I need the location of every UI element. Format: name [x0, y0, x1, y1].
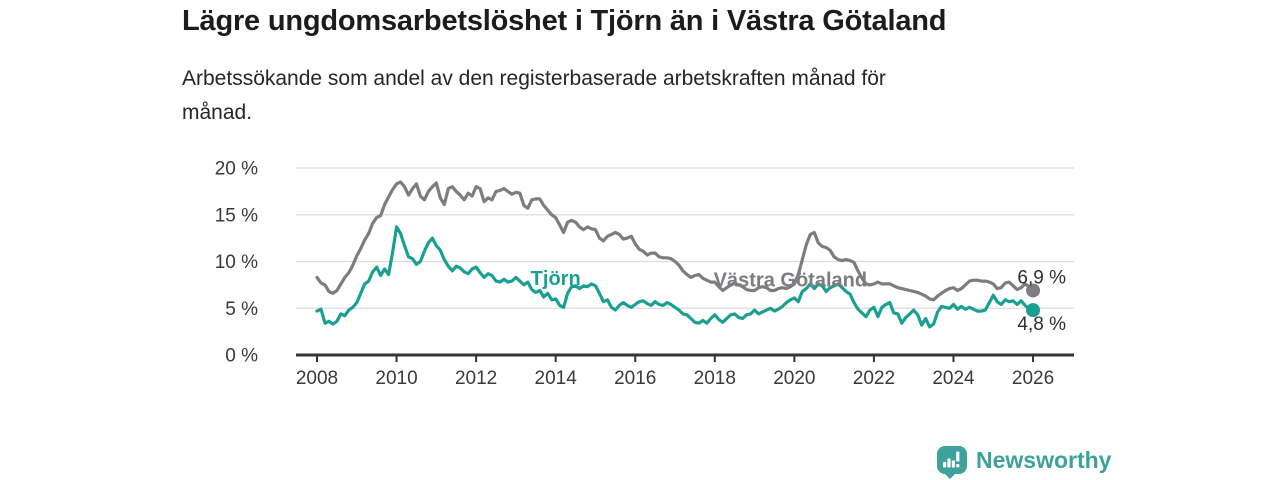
tjorn-end-value-label: 4,8 %: [1017, 314, 1066, 335]
vastra-gotaland-series-label: Västra Götaland: [714, 270, 867, 292]
y-tick-label: 20 %: [215, 159, 258, 180]
y-tick-label: 10 %: [215, 252, 258, 273]
chart-subtitle: Arbetssökande som andel av den registerb…: [182, 67, 886, 124]
tjorn-line: [315, 225, 1035, 329]
newsworthy-logo-icon: [937, 446, 967, 479]
x-tick-label: 2012: [455, 368, 497, 389]
vastra-gotaland-line: [315, 180, 1035, 302]
y-tick-label: 15 %: [215, 205, 258, 226]
x-tick-label: 2022: [853, 368, 895, 389]
chart-title: Lägre ungdomsarbetslöshet i Tjörn än i V…: [182, 5, 947, 37]
tjorn-end-dot: [1026, 303, 1041, 318]
x-tick-label: 2014: [535, 368, 578, 389]
x-tick-label: 2010: [375, 368, 417, 389]
vastra-gotaland-end-dot: [1026, 283, 1041, 298]
x-tick-label: 2018: [694, 368, 736, 389]
newsworthy-logo-text: Newsworthy: [976, 447, 1112, 473]
y-tick-label: 5 %: [225, 299, 258, 320]
y-tick-label: 0 %: [225, 346, 258, 367]
x-tick-label: 2026: [1012, 368, 1054, 389]
vastra-gotaland-end-value-label: 6,9 %: [1017, 267, 1066, 288]
x-tick-label: 2024: [932, 368, 975, 389]
newsworthy-logo: Newsworthy: [937, 446, 1111, 479]
x-tick-label: 2020: [773, 368, 815, 389]
x-tick-label: 2016: [614, 368, 656, 389]
x-tick-label: 2008: [296, 368, 338, 389]
tjorn-series-label: Tjörn: [531, 268, 581, 290]
